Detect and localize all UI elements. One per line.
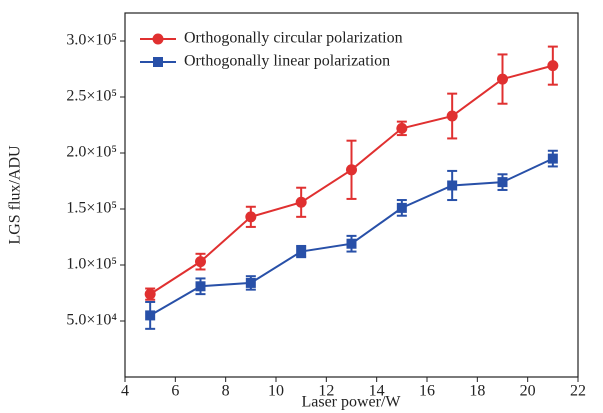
x-tick-label: 14 bbox=[369, 383, 385, 400]
data-point bbox=[447, 180, 458, 191]
legend-label: Orthogonally circular polarization bbox=[184, 30, 403, 47]
x-tick-label: 10 bbox=[268, 383, 284, 400]
data-point bbox=[346, 164, 357, 176]
x-tick-label: 4 bbox=[121, 383, 129, 400]
y-tick-label: 3.0×10⁵ bbox=[66, 32, 117, 49]
data-point bbox=[195, 281, 206, 292]
data-point bbox=[245, 277, 256, 288]
data-point bbox=[396, 202, 407, 213]
x-tick-label: 12 bbox=[318, 383, 334, 400]
x-tick-label: 8 bbox=[222, 383, 230, 400]
data-point bbox=[497, 73, 508, 85]
y-tick-label: 1.5×10⁵ bbox=[66, 200, 117, 217]
y-axis-label: LGS flux/ADU bbox=[7, 145, 24, 245]
x-tick-label: 22 bbox=[570, 383, 586, 400]
legend-label: Orthogonally linear polarization bbox=[184, 53, 390, 70]
y-tick-label: 5.0×10⁴ bbox=[66, 312, 117, 329]
y-tick-label: 2.5×10⁵ bbox=[66, 88, 117, 105]
x-tick-label: 18 bbox=[469, 383, 485, 400]
x-tick-label: 6 bbox=[171, 383, 179, 400]
x-tick-label: 16 bbox=[419, 383, 435, 400]
x-axis-label: Laser power/W bbox=[301, 394, 401, 411]
x-tick-label: 20 bbox=[520, 383, 536, 400]
data-point bbox=[497, 177, 508, 188]
data-point bbox=[547, 153, 558, 164]
y-tick-label: 1.0×10⁵ bbox=[66, 256, 117, 273]
data-point bbox=[446, 110, 458, 122]
data-point bbox=[396, 122, 408, 134]
legend-swatch bbox=[153, 57, 163, 67]
data-point bbox=[245, 211, 257, 223]
data-point bbox=[296, 246, 307, 257]
data-point bbox=[144, 288, 156, 300]
data-point bbox=[145, 310, 156, 321]
data-point bbox=[295, 196, 307, 208]
y-tick-label: 2.0×10⁵ bbox=[66, 144, 117, 161]
data-point bbox=[547, 60, 559, 72]
data-point bbox=[346, 238, 357, 249]
plot-frame bbox=[124, 12, 579, 378]
data-point bbox=[195, 256, 206, 268]
legend-swatch bbox=[152, 33, 164, 45]
